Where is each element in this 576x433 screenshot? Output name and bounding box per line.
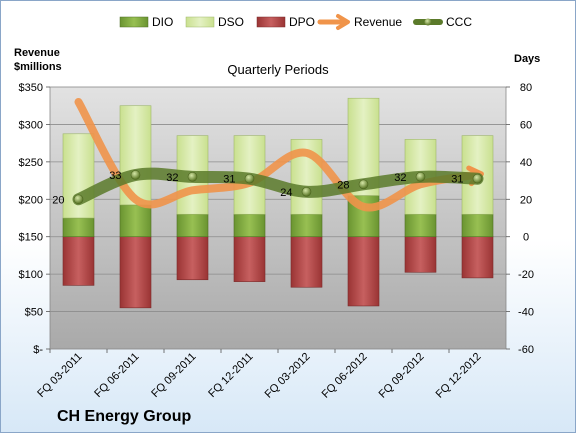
left-tick-label: $350 <box>19 82 43 94</box>
ccc-data-label: 31 <box>223 174 235 186</box>
ccc-point <box>472 173 483 184</box>
category-label: FQ 03-2011 <box>35 351 84 400</box>
category-label: FQ 03-2012 <box>263 351 313 401</box>
category-label: FQ 06-2012 <box>320 351 370 401</box>
right-tick-label: 60 <box>520 119 532 131</box>
right-tick-label: -40 <box>518 307 534 319</box>
chart-title: Quarterly Periods <box>227 62 329 77</box>
revenue-line <box>74 97 482 212</box>
ccc-data-label: 32 <box>166 172 178 184</box>
right-axis-title: Days <box>514 53 540 65</box>
plot-area <box>49 86 507 350</box>
legend-ccc-dot <box>424 18 432 26</box>
legend-label: CCC <box>446 15 472 29</box>
legend-revenue-arrowhead <box>336 14 350 30</box>
dpo-bar <box>461 236 494 279</box>
ccc-data-label: 28 <box>337 179 349 191</box>
left-tick-label: $300 <box>19 119 43 131</box>
dio-bar <box>119 204 152 238</box>
right-tick-label: 0 <box>523 232 529 244</box>
dpo-bar <box>290 236 323 288</box>
right-tick-label: 80 <box>520 82 532 94</box>
right-tick-label: 20 <box>520 194 532 206</box>
dio-bar <box>233 213 266 238</box>
left-tick-label: $150 <box>19 232 43 244</box>
category-label: FQ 06-2011 <box>92 351 141 400</box>
dpo-bar <box>62 236 95 286</box>
left-axis-title-line1: Revenue <box>14 47 60 59</box>
dio-bar <box>176 213 209 238</box>
ccc-point <box>244 173 255 184</box>
legend-dso-swatch <box>185 16 215 28</box>
ccc-point <box>415 172 426 182</box>
dio-bar <box>461 213 494 238</box>
company-name: CH Energy Group <box>57 408 191 425</box>
ccc-point <box>358 179 369 190</box>
left-axis-title-line2: $millions <box>14 61 62 73</box>
legend-dpo-swatch <box>256 16 286 28</box>
ccc-point <box>301 187 312 197</box>
dio-bar <box>62 217 95 238</box>
right-tick-label: 40 <box>520 157 532 169</box>
dso-bar <box>62 133 95 219</box>
ccc-data-label: 31 <box>451 174 463 186</box>
left-tick-label: $100 <box>19 269 43 281</box>
right-tick-label: -60 <box>518 344 534 356</box>
ccc-point <box>73 194 84 205</box>
dpo-bar <box>233 236 266 282</box>
ccc-data-label: 32 <box>394 172 406 184</box>
legend: DIO DSO DPO Revenue CCC <box>119 14 472 30</box>
ccc-data-label: 24 <box>280 187 292 199</box>
dio-bar <box>404 213 437 238</box>
ccc-data-label: 33 <box>109 170 121 182</box>
category-label: FQ 09-2011 <box>149 351 198 400</box>
legend-label: DPO <box>289 15 315 29</box>
dpo-bar <box>347 236 380 307</box>
dio-bar <box>290 213 323 238</box>
right-tick-label: -20 <box>518 269 534 281</box>
ccc-data-label: 20 <box>52 194 64 206</box>
legend-label: Revenue <box>354 15 402 29</box>
legend-label: DSO <box>218 15 244 29</box>
left-tick-label: $200 <box>19 194 43 206</box>
legend-dio-swatch <box>119 16 149 28</box>
left-tick-label: $50 <box>25 307 43 319</box>
dpo-bar <box>404 236 437 273</box>
dpo-bar <box>119 236 152 309</box>
category-label: FQ 12-2011 <box>206 351 255 400</box>
category-label: FQ 09-2012 <box>377 351 427 401</box>
legend-label: DIO <box>152 15 173 29</box>
dpo-bar <box>176 236 209 281</box>
left-tick-label: $250 <box>19 157 43 169</box>
lines-group <box>72 97 484 212</box>
ccc-point <box>187 172 198 182</box>
category-label: FQ 12-2012 <box>434 351 484 401</box>
ccc-point <box>130 170 141 180</box>
left-tick-label: $- <box>33 344 43 356</box>
